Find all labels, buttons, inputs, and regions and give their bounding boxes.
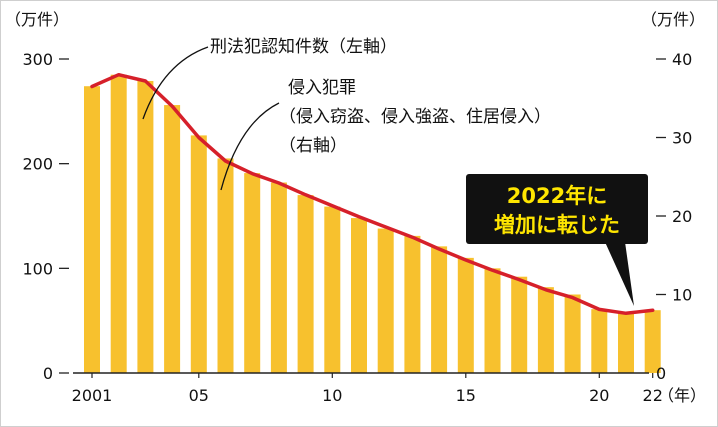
bar-2004 <box>164 105 181 373</box>
bar-2022 <box>644 310 661 373</box>
right-tick-label-10: 10 <box>672 286 692 305</box>
x-tick-label-2005: 05 <box>189 386 209 405</box>
left-tick-label-100: 100 <box>22 259 53 278</box>
bar-2013 <box>404 235 421 373</box>
line-series-label-2: （侵入窃盗、侵入強盗、住居侵入） <box>279 107 551 127</box>
bar-2012 <box>377 228 394 373</box>
bar-2006 <box>217 158 234 373</box>
bar-2009 <box>297 195 314 373</box>
right-tick-label-0: 0 <box>656 364 666 383</box>
line-series-label-3: （右軸） <box>279 136 347 156</box>
left-tick-label-200: 200 <box>22 155 53 174</box>
left-tick-label-0: 0 <box>43 364 53 383</box>
callout-box <box>466 174 648 244</box>
line-series-label-1: 侵入犯罪 <box>288 78 356 98</box>
left-axis: 0 100 200 300 <box>22 50 69 383</box>
callout: 2022年に 増加に転じた <box>466 174 648 306</box>
right-tick-label-30: 30 <box>672 129 692 148</box>
bar-2001 <box>84 86 100 374</box>
x-tick-label-2015: 15 <box>456 386 476 405</box>
callout-line-2: 増加に転じた <box>494 213 620 237</box>
bar-2003 <box>137 80 154 373</box>
bar-2010 <box>324 206 341 373</box>
x-axis-unit: （年） <box>658 386 706 405</box>
bar-2002 <box>110 74 127 373</box>
bar-series-label: 刑法犯認知件数（左軸） <box>210 37 397 57</box>
bar-2015 <box>457 257 474 373</box>
bar-annotation-leader <box>142 46 209 120</box>
right-axis-unit: （万件） <box>641 10 705 29</box>
bar-2005 <box>190 135 207 373</box>
bar-2016 <box>484 268 501 373</box>
line-series <box>90 72 655 316</box>
bar-2018 <box>537 287 554 373</box>
bar-series <box>84 74 661 374</box>
bar-2020 <box>591 309 608 373</box>
left-axis-unit: （万件） <box>5 10 69 29</box>
bar-2017 <box>511 276 528 373</box>
x-tick-label-2010: 10 <box>322 386 342 405</box>
callout-pointer <box>605 242 634 306</box>
bar-2021 <box>618 313 634 373</box>
right-axis: 10 20 30 40 0 <box>656 50 692 383</box>
x-tick-label-2020: 20 <box>589 386 609 405</box>
bar-2011 <box>351 218 367 373</box>
bar-2008 <box>270 182 287 373</box>
left-tick-label-300: 300 <box>22 50 53 69</box>
right-tick-label-20: 20 <box>672 207 692 226</box>
line-annotation-leader <box>220 102 280 191</box>
bar-2014 <box>431 246 448 373</box>
right-tick-label-40: 40 <box>672 50 692 69</box>
x-axis: 2001 05 10 15 20 22 <box>72 373 663 405</box>
bar-2007 <box>244 173 261 373</box>
x-tick-label-2001: 2001 <box>72 386 113 405</box>
bar-2019 <box>564 294 581 373</box>
x-tick-label-2022: 22 <box>643 386 663 405</box>
callout-line-1: 2022年に <box>507 184 607 208</box>
